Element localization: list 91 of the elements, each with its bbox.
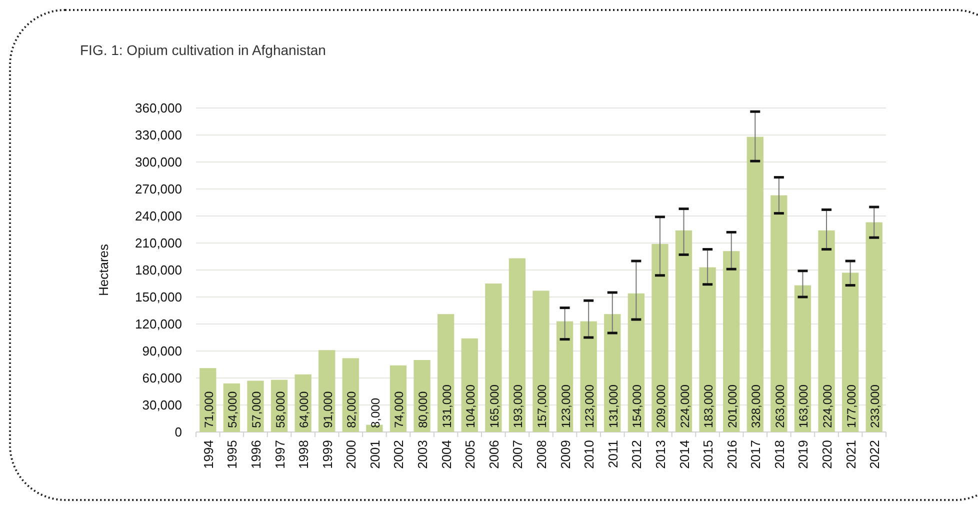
x-tick-label: 2021 (843, 440, 858, 469)
x-tick-label: 2010 (582, 440, 597, 469)
data-label: 71,000 (202, 390, 216, 428)
data-label: 263,000 (772, 384, 787, 428)
data-label: 82,000 (344, 390, 359, 428)
y-tick-label: 60,000 (142, 370, 182, 386)
data-label: 123,000 (558, 384, 573, 428)
data-label: 233,000 (868, 384, 882, 428)
data-label: 193,000 (511, 384, 526, 428)
x-tick-label: 2011 (605, 440, 620, 468)
data-label: 154,000 (630, 384, 644, 428)
data-label: 91,000 (320, 390, 335, 428)
x-tick-label: 2004 (438, 440, 454, 469)
bar (556, 321, 574, 432)
y-tick-label: 120,000 (135, 316, 182, 332)
x-tick-label: 1995 (224, 440, 240, 469)
data-label: 131,000 (440, 384, 454, 428)
data-label: 165,000 (487, 384, 502, 428)
data-label: 131,000 (606, 384, 620, 428)
data-label: 201,000 (725, 384, 740, 428)
chart-title: FIG. 1: Opium cultivation in Afghanistan (80, 42, 326, 58)
data-label: 54,000 (226, 390, 240, 428)
bar (866, 222, 882, 432)
y-tick-label: 90,000 (142, 344, 182, 359)
x-tick-label: 2009 (558, 440, 573, 469)
bar (485, 284, 502, 432)
data-label: 163,000 (796, 384, 811, 428)
data-label: 123,000 (582, 384, 597, 428)
y-tick-label: 330,000 (135, 128, 182, 143)
bar (508, 258, 526, 432)
x-tick-label: 2002 (391, 440, 406, 469)
data-label: 57,000 (249, 390, 264, 428)
data-label: 328,000 (749, 384, 764, 428)
data-label: 224,000 (820, 384, 835, 428)
x-tick-label: 2020 (820, 440, 835, 469)
x-tick-label: 1994 (200, 440, 216, 469)
bar (604, 314, 621, 432)
x-tick-label: 2017 (748, 440, 764, 469)
y-tick-label: 30,000 (142, 398, 182, 413)
bar (770, 195, 788, 432)
x-tick-label: 2015 (700, 440, 716, 469)
y-tick-label: 150,000 (135, 290, 182, 305)
data-label: 209,000 (654, 384, 668, 428)
y-tick-label: 270,000 (135, 182, 182, 197)
x-tick-label: 2013 (652, 440, 668, 469)
y-tick-label: 240,000 (135, 208, 182, 224)
data-label: 157,000 (535, 384, 549, 428)
data-label: 224,000 (678, 384, 692, 428)
data-label: 64,000 (297, 390, 312, 428)
x-tick-label: 2003 (415, 440, 430, 469)
x-tick-label: 2016 (724, 440, 740, 469)
x-tick-label: 2012 (629, 440, 644, 469)
y-tick-label: 180,000 (135, 262, 182, 278)
y-tick-label: 300,000 (135, 154, 182, 170)
x-tick-label: 1996 (248, 440, 264, 469)
x-tick-label: 1997 (272, 440, 288, 469)
y-tick-label: 210,000 (135, 236, 182, 251)
x-tick-label: 2014 (676, 440, 692, 469)
bar (723, 251, 740, 432)
data-label: 80,000 (416, 390, 430, 428)
x-tick-label: 2000 (344, 440, 359, 469)
x-tick-label: 2022 (867, 440, 882, 469)
data-label: 74,000 (392, 390, 406, 428)
data-label: 183,000 (702, 384, 716, 428)
bar (794, 285, 812, 432)
bar (675, 230, 692, 432)
x-tick-label: 2019 (796, 440, 811, 469)
x-tick-label: 2001 (367, 440, 382, 469)
y-axis-title: Hectares (96, 243, 111, 296)
bar (746, 136, 764, 432)
x-tick-label: 2007 (510, 440, 526, 469)
x-tick-label: 1998 (296, 440, 312, 469)
bar (652, 244, 668, 432)
x-tick-label: 2005 (462, 440, 478, 469)
bar (818, 230, 835, 432)
y-tick-label: 0 (174, 424, 182, 440)
x-tick-label: 2006 (486, 440, 502, 469)
data-label: 104,000 (464, 384, 478, 428)
x-tick-label: 2008 (534, 440, 549, 469)
x-tick-label: 2018 (772, 440, 787, 469)
x-tick-label: 1999 (320, 440, 335, 469)
bar (699, 267, 716, 432)
data-label: 8,000 (368, 398, 382, 428)
bar (438, 314, 454, 432)
y-tick-label: 360,000 (135, 100, 182, 116)
bar (532, 290, 550, 432)
bar (842, 272, 859, 432)
bar (628, 293, 644, 432)
bar (580, 321, 597, 432)
data-label: 177,000 (844, 384, 858, 428)
data-label: 58,000 (273, 390, 288, 428)
